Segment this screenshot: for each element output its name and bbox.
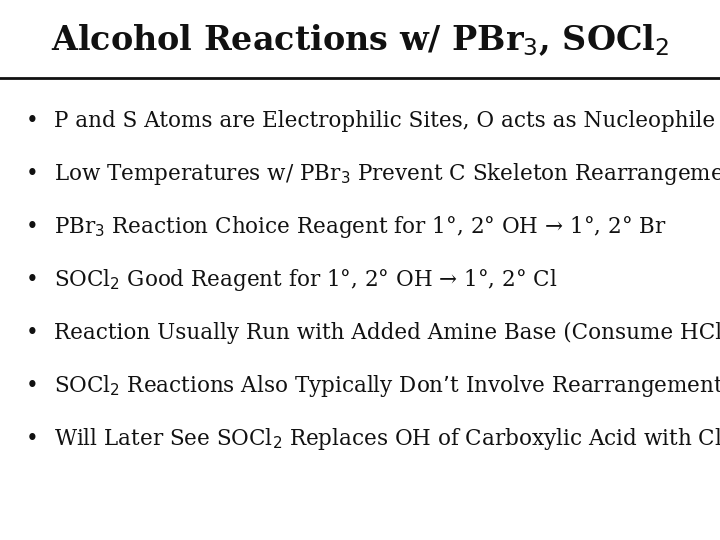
Text: Will Later See SOCl$_2$ Replaces OH of Carboxylic Acid with Cl: Will Later See SOCl$_2$ Replaces OH of C… bbox=[54, 426, 720, 452]
Text: Reaction Usually Run with Added Amine Base (Consume HCl): Reaction Usually Run with Added Amine Ba… bbox=[54, 322, 720, 344]
Text: PBr$_3$ Reaction Choice Reagent for 1°, 2° OH → 1°, 2° Br: PBr$_3$ Reaction Choice Reagent for 1°, … bbox=[54, 214, 667, 240]
Text: •: • bbox=[26, 217, 39, 238]
Text: Alcohol Reactions w/ PBr$_3$, SOCl$_2$: Alcohol Reactions w/ PBr$_3$, SOCl$_2$ bbox=[51, 23, 669, 58]
Text: •: • bbox=[26, 269, 39, 291]
Text: Low Temperatures w/ PBr$_3$ Prevent C Skeleton Rearrangement: Low Temperatures w/ PBr$_3$ Prevent C Sk… bbox=[54, 161, 720, 187]
Text: P and S Atoms are Electrophilic Sites, O acts as Nucleophile: P and S Atoms are Electrophilic Sites, O… bbox=[54, 111, 715, 132]
Text: •: • bbox=[26, 375, 39, 397]
Text: •: • bbox=[26, 322, 39, 344]
Text: •: • bbox=[26, 428, 39, 450]
Text: SOCl$_2$ Reactions Also Typically Don’t Involve Rearrangements: SOCl$_2$ Reactions Also Typically Don’t … bbox=[54, 373, 720, 399]
Text: •: • bbox=[26, 111, 39, 132]
Text: •: • bbox=[26, 164, 39, 185]
Text: SOCl$_2$ Good Reagent for 1°, 2° OH → 1°, 2° Cl: SOCl$_2$ Good Reagent for 1°, 2° OH → 1°… bbox=[54, 267, 557, 293]
